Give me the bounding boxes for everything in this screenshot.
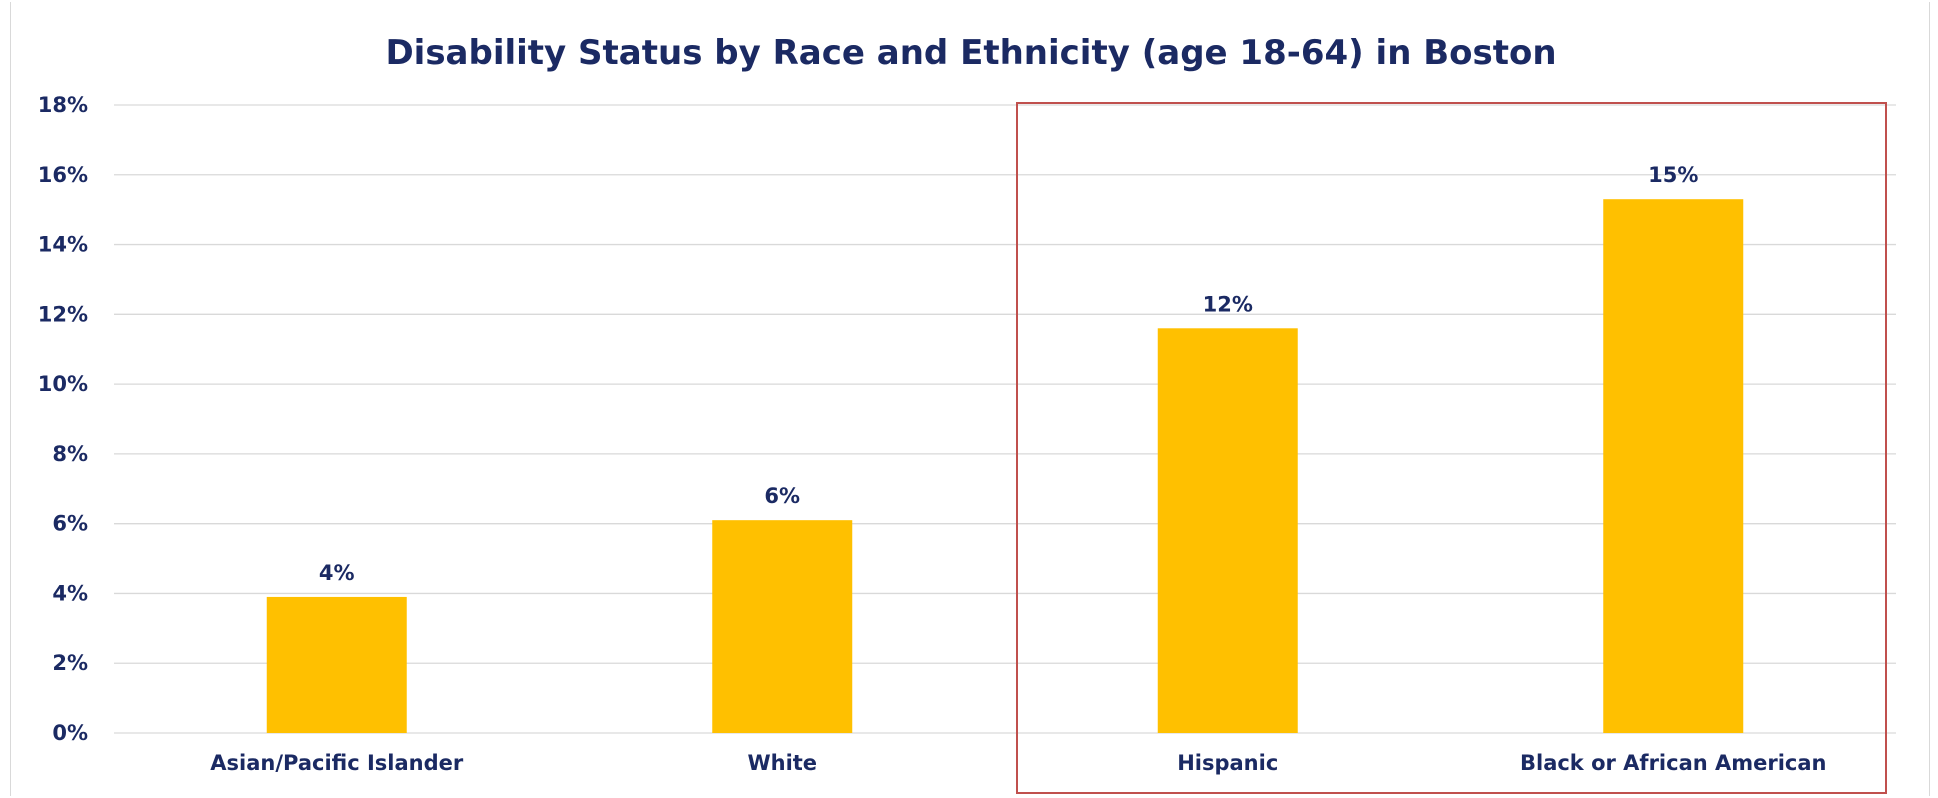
bar [1157,328,1298,733]
y-tick-label: 8% [52,442,88,466]
bar [266,596,407,733]
data-label: 6% [764,484,800,508]
chart-frame: Disability Status by Race and Ethnicity … [10,2,1930,796]
data-label: 12% [1203,292,1253,316]
x-category-label: Black or African American [1520,751,1827,775]
y-tick-label: 4% [52,581,88,605]
y-tick-label: 16% [38,163,88,187]
x-category-label: Hispanic [1177,751,1278,775]
y-tick-label: 6% [52,512,88,536]
bar [712,520,853,733]
y-tick-label: 14% [38,233,88,257]
y-axis-ticks: 0% 2% 4% 6% 8% 10% 12% 14% 16% 18% [38,93,88,745]
data-label: 4% [319,561,355,585]
y-tick-label: 18% [38,93,88,117]
y-tick-label: 0% [52,721,88,745]
x-category-label: White [747,751,817,775]
x-category-label: Asian/Pacific Islander [210,751,464,775]
x-axis-categories: Asian/Pacific Islander White Hispanic Black… [210,751,1826,775]
chart-title: Disability Status by Race and Ethnicity … [385,33,1556,73]
y-tick-label: 12% [38,302,88,326]
bar-chart: Disability Status by Race and Ethnicity … [38,33,1896,794]
bar [1603,199,1744,733]
data-labels: 4% 6% 12% 15% [319,163,1698,585]
gridlines [114,104,1896,734]
data-label: 15% [1648,163,1698,187]
y-tick-label: 10% [38,372,88,396]
y-tick-label: 2% [52,651,88,675]
highlight-box [1016,102,1887,794]
bars [266,199,1744,733]
